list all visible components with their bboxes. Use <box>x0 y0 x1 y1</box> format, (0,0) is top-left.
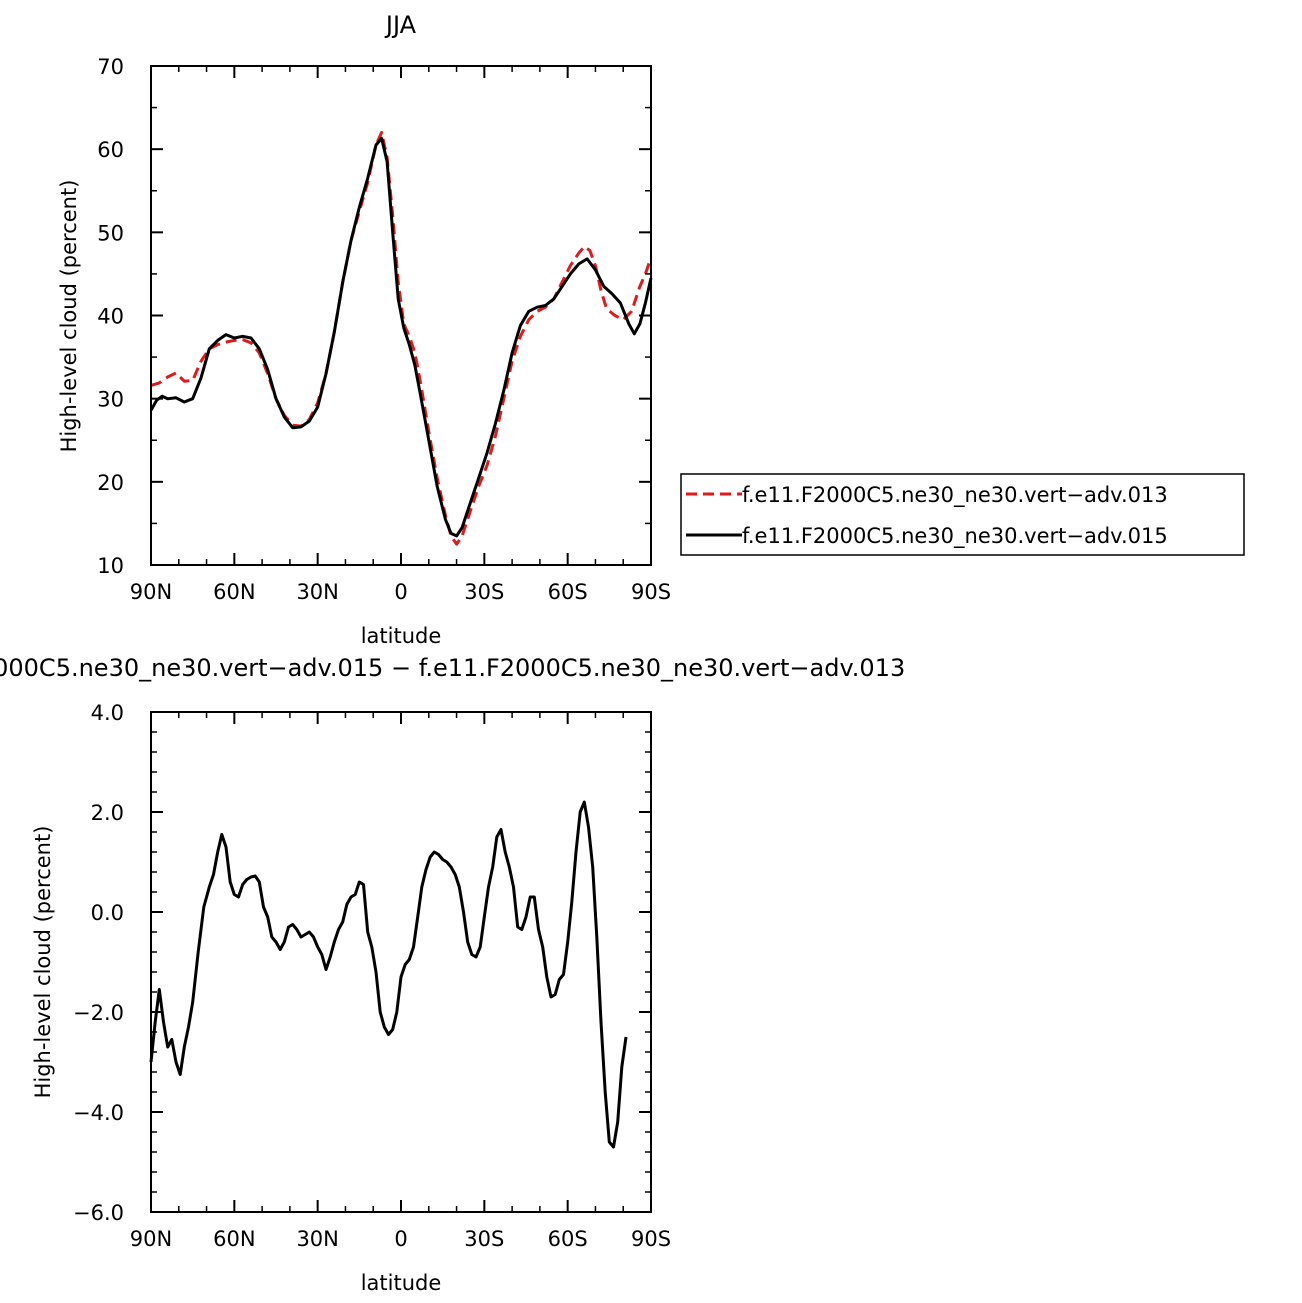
top-x-tick-label-4: 30S <box>464 580 504 604</box>
bottom-y-tick-label-4: −4.0 <box>73 1101 124 1125</box>
legend-box <box>680 473 1245 556</box>
bottom-y-tick-label-2: 0.0 <box>91 901 124 925</box>
bottom-x-tick-label-3: 0 <box>394 1227 407 1251</box>
top-series-line-1 <box>149 136 653 538</box>
top-x-axis-label: latitude <box>361 624 442 648</box>
top-y-tick-label-5: 60 <box>97 138 124 162</box>
top-y-tick-label-4: 50 <box>97 221 124 245</box>
bottom-series-line-0 <box>149 800 628 1149</box>
bottom-x-tick-label-4: 30S <box>464 1227 504 1251</box>
top-y-tick-label-3: 40 <box>97 305 124 329</box>
legend: f.e11.F2000C5.ne30_ne30.vert−adv.013 f.e… <box>680 473 1245 556</box>
top-x-tick-label-6: 90S <box>631 580 671 604</box>
top-x-tick-label-0: 90N <box>130 580 172 604</box>
bottom-plot-area <box>149 800 628 1149</box>
bottom-y-tick-label-0: 4.0 <box>91 701 124 725</box>
legend-label-013: f.e11.F2000C5.ne30_ne30.vert−adv.013 <box>742 483 1168 508</box>
top-x-tick-label-1: 60N <box>213 580 255 604</box>
bottom-y-ticks: 4.0 2.0 0.0 −2.0 −4.0 −6.0 <box>73 701 651 1225</box>
legend-label-015: f.e11.F2000C5.ne30_ne30.vert−adv.015 <box>742 524 1168 549</box>
bottom-x-tick-label-2: 30N <box>296 1227 338 1251</box>
bottom-y-tick-label-1: 2.0 <box>91 801 124 825</box>
top-y-axis-label: High-level cloud (percent) <box>57 180 81 453</box>
top-y-tick-label-6: 70 <box>97 55 124 79</box>
bottom-x-tick-label-6: 90S <box>631 1227 671 1251</box>
top-y-tick-label-2: 30 <box>97 388 124 412</box>
bottom-y-tick-label-5: −6.0 <box>73 1201 124 1225</box>
bottom-chart: f.e11.F2000C5.ne30_ne30.vert−adv.015 − f… <box>0 654 905 1295</box>
top-x-tick-label-5: 60S <box>548 580 588 604</box>
bottom-y-axis-label: High-level cloud (percent) <box>31 826 55 1099</box>
top-x-ticks: 90N 60N 30N 0 30S 60S 90S <box>130 66 671 604</box>
bottom-x-axis-label: latitude <box>361 1271 442 1295</box>
bottom-x-ticks: 90N 60N 30N 0 30S 60S 90S <box>130 712 671 1251</box>
top-x-tick-label-3: 0 <box>394 580 407 604</box>
bottom-y-tick-label-3: −2.0 <box>73 1001 124 1025</box>
bottom-chart-title: f.e11.F2000C5.ne30_ne30.vert−adv.015 − f… <box>0 654 905 682</box>
top-y-tick-label-1: 20 <box>97 471 124 495</box>
top-plot-area <box>149 131 653 546</box>
top-series-line-0 <box>150 131 653 546</box>
bottom-x-tick-label-1: 60N <box>213 1227 255 1251</box>
bottom-plot-frame <box>150 711 652 1213</box>
top-chart-title: JJA <box>384 11 417 39</box>
top-chart: JJA latitude High-level cloud (percent) … <box>57 11 671 648</box>
top-y-tick-label-0: 10 <box>97 554 124 578</box>
top-y-ticks: 10 20 30 40 50 60 70 <box>97 55 651 578</box>
bottom-x-tick-label-0: 90N <box>130 1227 172 1251</box>
bottom-x-tick-label-5: 60S <box>548 1227 588 1251</box>
top-x-tick-label-2: 30N <box>296 580 338 604</box>
